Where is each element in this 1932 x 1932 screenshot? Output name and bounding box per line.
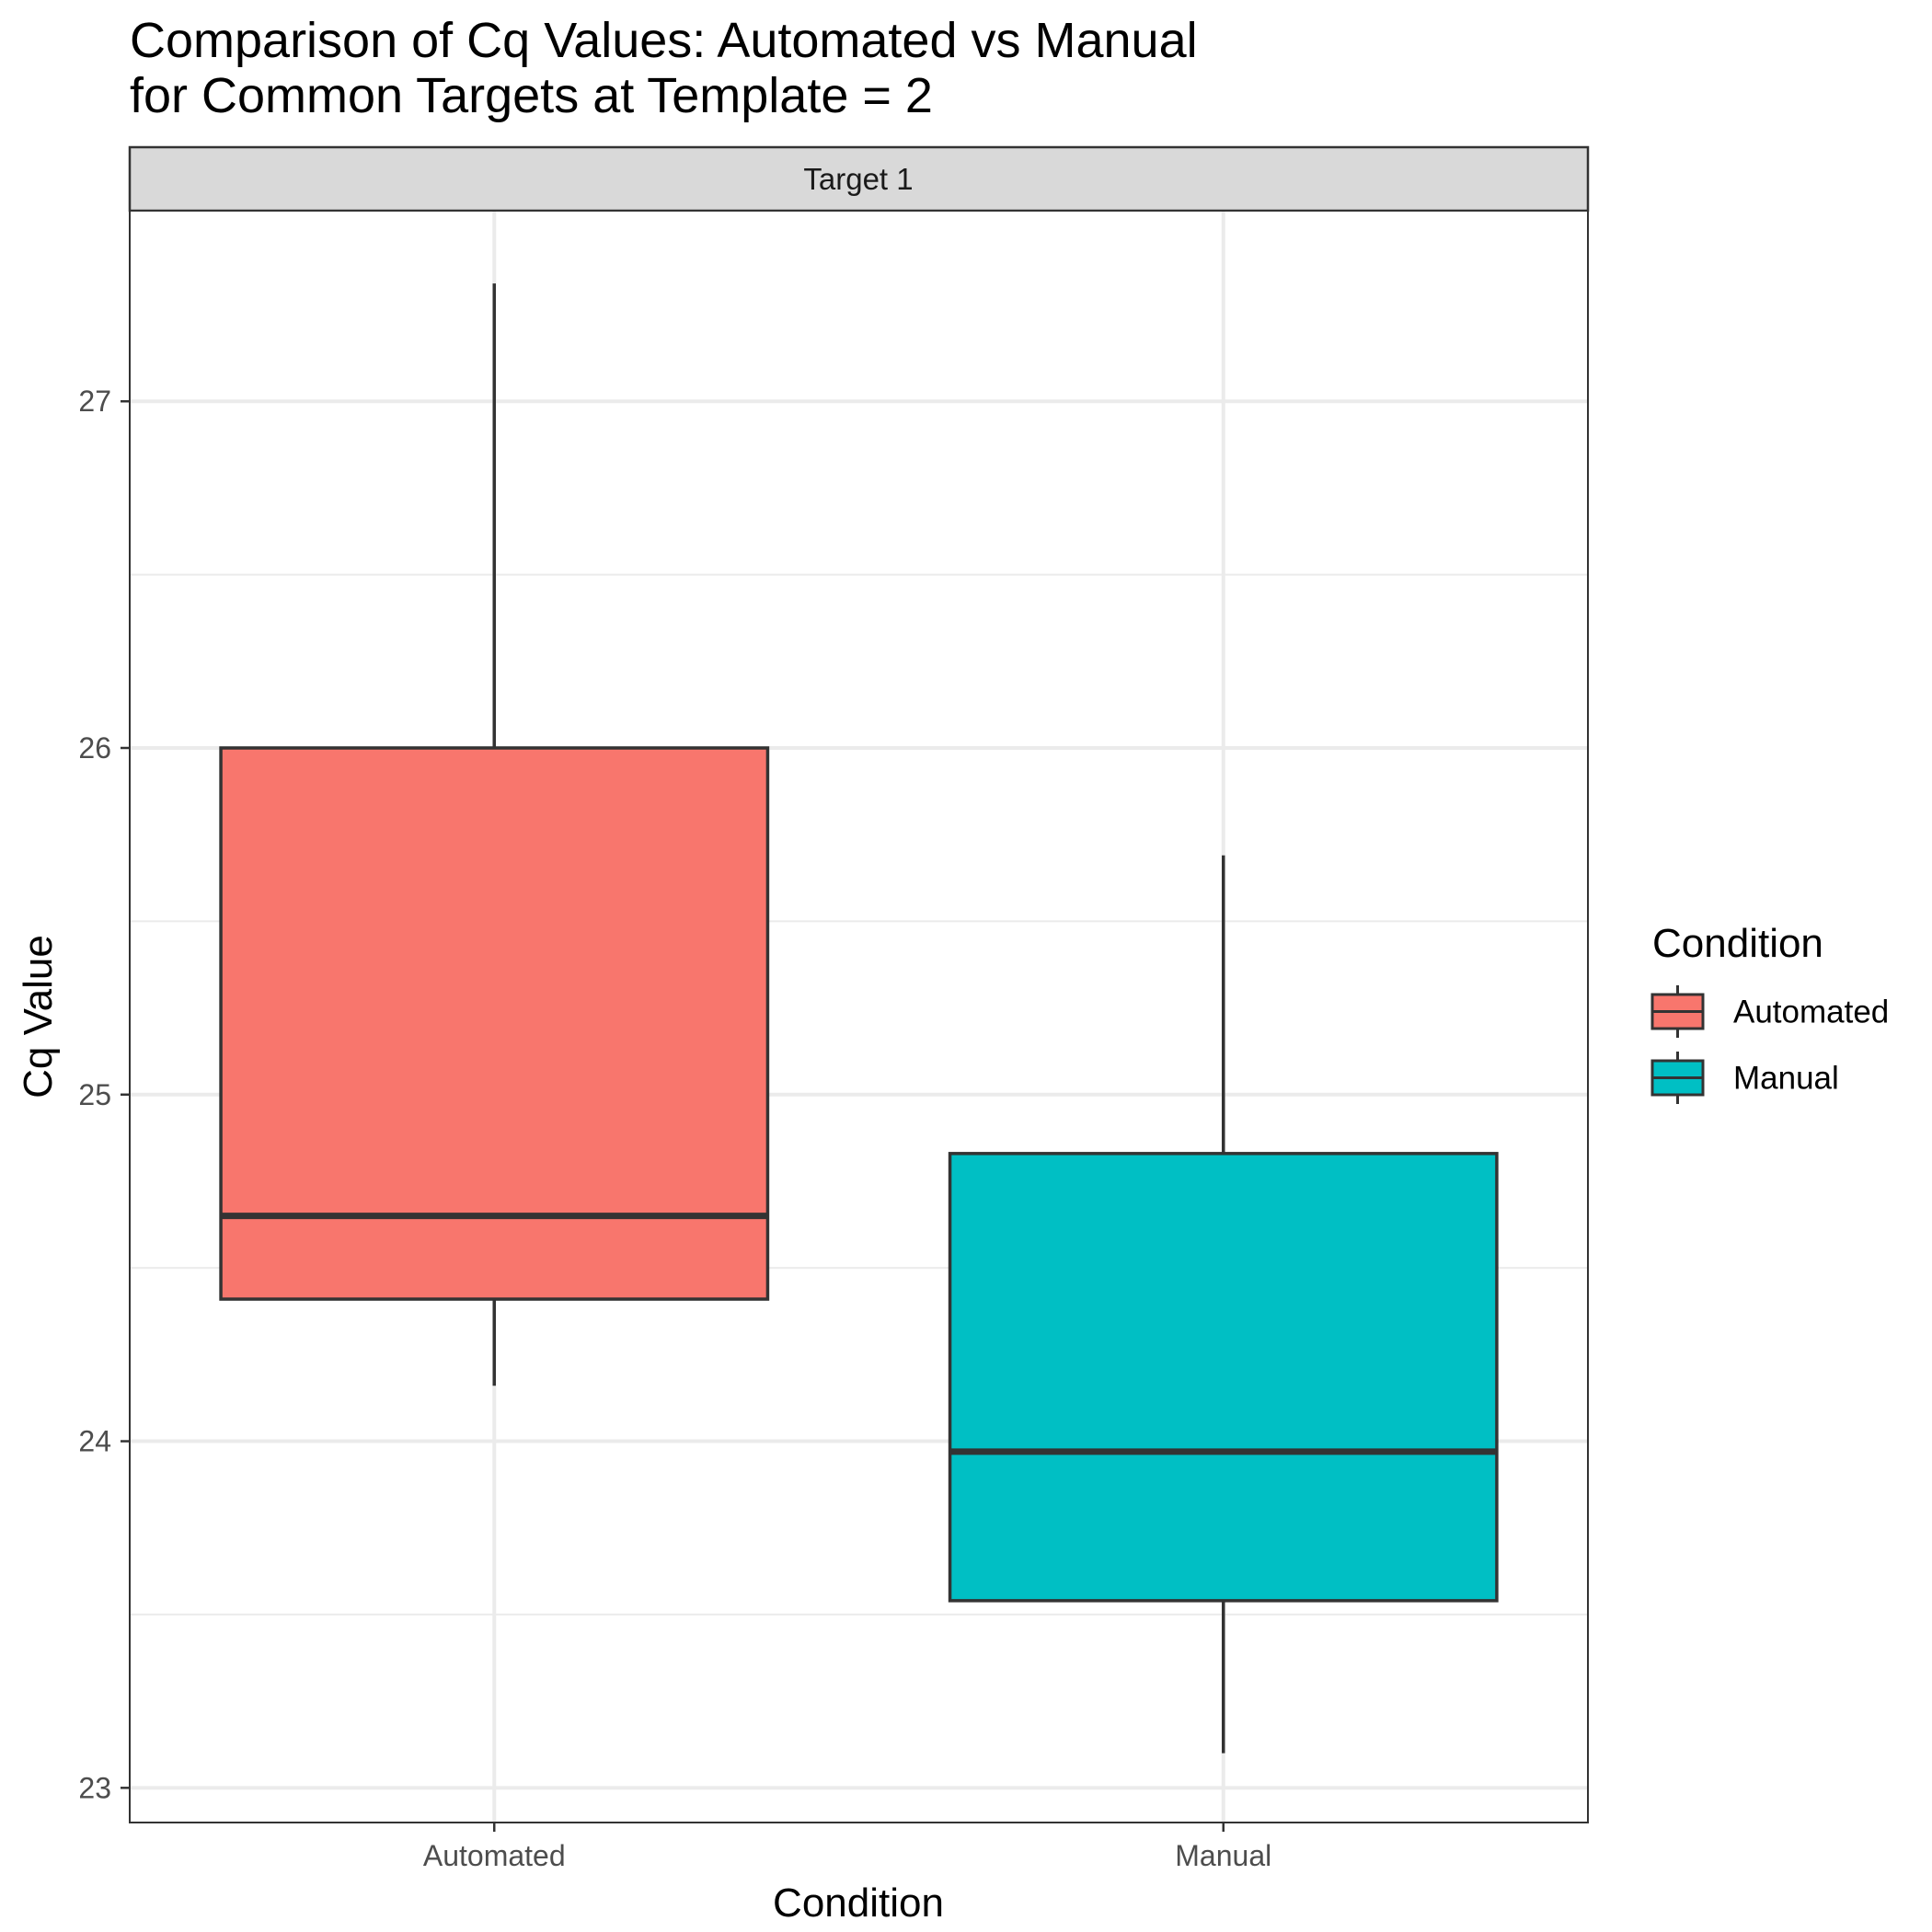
box-manual [948, 1152, 1499, 1603]
legend-title: Condition [1652, 921, 1823, 966]
x-tick-label: Manual [1175, 1839, 1271, 1872]
legend-label: Manual [1733, 1061, 1839, 1097]
facet-strip [128, 145, 1590, 213]
y-tick-label: 26 [78, 731, 111, 765]
y-tick-label: 23 [78, 1771, 111, 1804]
box-automated [219, 746, 770, 1301]
y-tick-label: 25 [78, 1078, 111, 1111]
x-tick-label: Automated [423, 1839, 566, 1872]
legend-label: Automated [1733, 995, 1889, 1030]
y-tick-label: 24 [78, 1425, 111, 1458]
legend: Condition Automated Manual [1650, 921, 1889, 1104]
y-axis-title: Cq Value [16, 935, 61, 1098]
facet-label: Target 1 [803, 162, 913, 196]
y-tick-label: 27 [78, 385, 111, 418]
axes: 23 24 25 26 27 Automated Manual [78, 385, 1271, 1872]
panel-border [129, 210, 1589, 1823]
x-axis-title: Condition [773, 1880, 944, 1926]
boxplots [219, 283, 1499, 1754]
chart-title-line-2: for Common Targets at Template = 2 [130, 68, 933, 123]
chart-title-line-1: Comparison of Cq Values: Automated vs Ma… [130, 13, 1198, 68]
